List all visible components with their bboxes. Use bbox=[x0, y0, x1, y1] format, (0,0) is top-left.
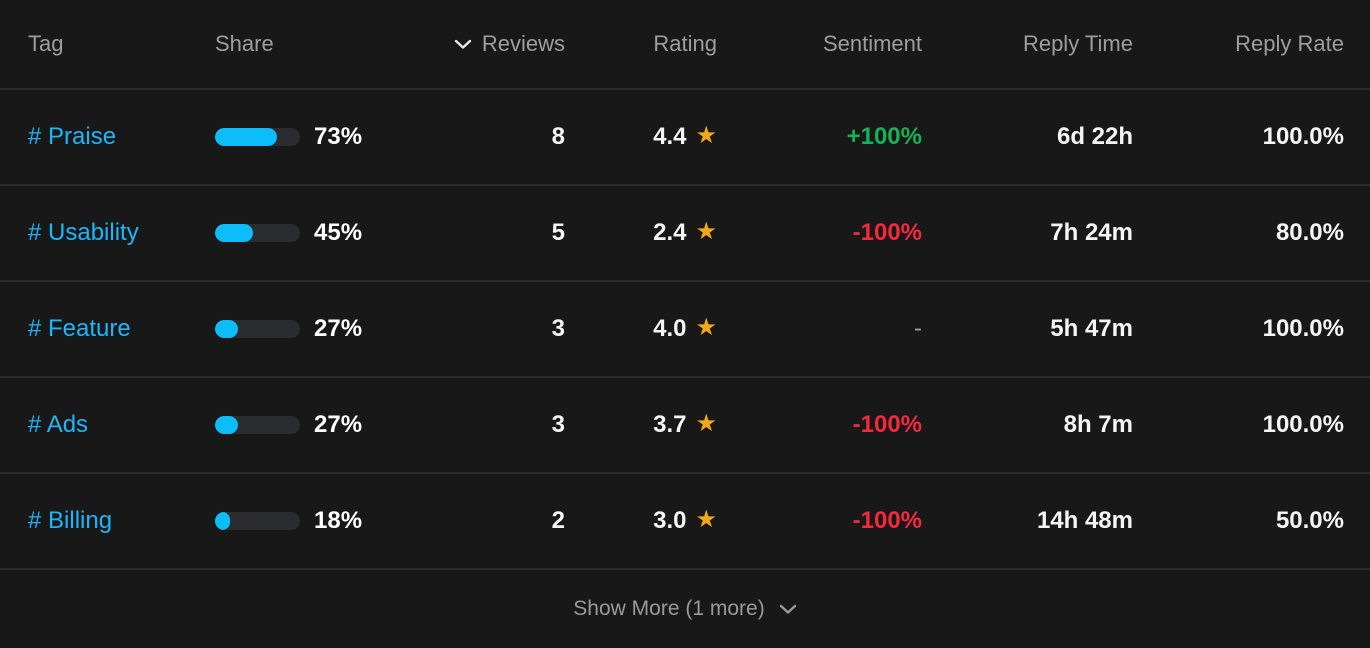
tag-link-praise[interactable]: # Praise bbox=[28, 123, 117, 150]
reviews-value: 3 bbox=[551, 411, 565, 438]
share-cell: 27% bbox=[215, 315, 433, 343]
reply-time-value: 7h 24m bbox=[1050, 219, 1133, 246]
rating-cell: 2.4 ★ bbox=[565, 219, 717, 247]
rating-value: 3.0 bbox=[653, 507, 687, 534]
reply-time-value: 6d 22h bbox=[1056, 123, 1133, 150]
reply-rate-value: 100.0% bbox=[1262, 123, 1344, 150]
share-value: 45% bbox=[314, 219, 363, 246]
share-progress-bar bbox=[215, 224, 300, 242]
table-footer: Show More (1 more) bbox=[0, 570, 1370, 648]
reviews-value: 3 bbox=[551, 315, 565, 342]
reply-rate-value: 100.0% bbox=[1262, 315, 1344, 342]
column-header-reply-rate[interactable]: Reply Rate bbox=[1235, 31, 1344, 56]
column-header-rating[interactable]: Rating bbox=[653, 31, 717, 56]
sentiment-value: -100% bbox=[852, 411, 922, 438]
sentiment-value: +100% bbox=[846, 123, 922, 150]
star-icon: ★ bbox=[695, 218, 717, 245]
column-header-share[interactable]: Share bbox=[215, 31, 274, 56]
sentiment-value: -100% bbox=[852, 507, 922, 534]
tag-link-feature[interactable]: # Feature bbox=[28, 315, 131, 342]
rating-value: 3.7 bbox=[653, 411, 687, 438]
reviews-value: 2 bbox=[551, 507, 565, 534]
rating-value: 4.4 bbox=[653, 123, 687, 150]
share-value: 27% bbox=[314, 411, 363, 438]
star-icon: ★ bbox=[695, 314, 717, 341]
tag-link-billing[interactable]: # Billing bbox=[28, 507, 113, 534]
rating-cell: 3.0 ★ bbox=[565, 507, 717, 535]
share-cell: 45% bbox=[215, 219, 433, 247]
rating-value: 4.0 bbox=[653, 315, 687, 342]
table-row: # Ads 27% 3 3.7 ★ -100% 8h 7m 100.0% bbox=[0, 378, 1370, 474]
reply-time-value: 14h 48m bbox=[1036, 507, 1133, 534]
column-header-sentiment[interactable]: Sentiment bbox=[822, 31, 922, 56]
column-header-reply-time[interactable]: Reply Time bbox=[1022, 31, 1133, 56]
reviews-value: 5 bbox=[551, 219, 565, 246]
table-row: # Praise 73% 8 4.4 ★ +100% 6d 22h 100.0% bbox=[0, 90, 1370, 186]
share-progress-bar bbox=[215, 416, 300, 434]
sentiment-value: - bbox=[914, 315, 922, 342]
reply-rate-value: 50.0% bbox=[1275, 507, 1344, 534]
share-cell: 18% bbox=[215, 507, 433, 535]
show-more-label: Show More (1 more) bbox=[573, 597, 765, 620]
show-more-button[interactable]: Show More (1 more) bbox=[573, 597, 796, 621]
tag-link-usability[interactable]: # Usability bbox=[28, 219, 139, 246]
share-cell: 73% bbox=[215, 123, 433, 151]
table-row: # Usability 45% 5 2.4 ★ -100% 7h 24m 80.… bbox=[0, 186, 1370, 282]
column-header-reviews-label: Reviews bbox=[481, 31, 565, 56]
reply-time-value: 5h 47m bbox=[1050, 315, 1133, 342]
column-header-tag[interactable]: Tag bbox=[28, 31, 64, 56]
reply-time-value: 8h 7m bbox=[1063, 411, 1133, 438]
sentiment-value: -100% bbox=[852, 219, 922, 246]
chevron-down-icon bbox=[454, 38, 472, 50]
star-icon: ★ bbox=[695, 122, 717, 149]
share-progress-bar bbox=[215, 128, 300, 146]
table-row: # Billing 18% 2 3.0 ★ -100% 14h 48m 50.0… bbox=[0, 474, 1370, 570]
share-value: 27% bbox=[314, 315, 363, 342]
share-value: 73% bbox=[314, 123, 363, 150]
table-row: # Feature 27% 3 4.0 ★ - 5h 47m 100.0% bbox=[0, 282, 1370, 378]
rating-cell: 4.0 ★ bbox=[565, 315, 717, 343]
reply-rate-value: 100.0% bbox=[1262, 411, 1344, 438]
rating-cell: 4.4 ★ bbox=[565, 123, 717, 151]
star-icon: ★ bbox=[695, 410, 717, 437]
share-progress-bar bbox=[215, 320, 300, 338]
share-cell: 27% bbox=[215, 411, 433, 439]
reply-rate-value: 80.0% bbox=[1275, 219, 1344, 246]
share-value: 18% bbox=[314, 507, 363, 534]
star-icon: ★ bbox=[695, 506, 717, 533]
tag-link-ads[interactable]: # Ads bbox=[28, 411, 89, 438]
chevron-down-icon bbox=[779, 603, 797, 615]
share-progress-bar bbox=[215, 512, 300, 530]
table-header: Tag Share Reviews Rating Sentiment Reply… bbox=[0, 0, 1370, 90]
reviews-value: 8 bbox=[551, 123, 565, 150]
column-header-reviews[interactable]: Reviews bbox=[433, 31, 565, 57]
rating-value: 2.4 bbox=[653, 219, 687, 246]
rating-cell: 3.7 ★ bbox=[565, 411, 717, 439]
